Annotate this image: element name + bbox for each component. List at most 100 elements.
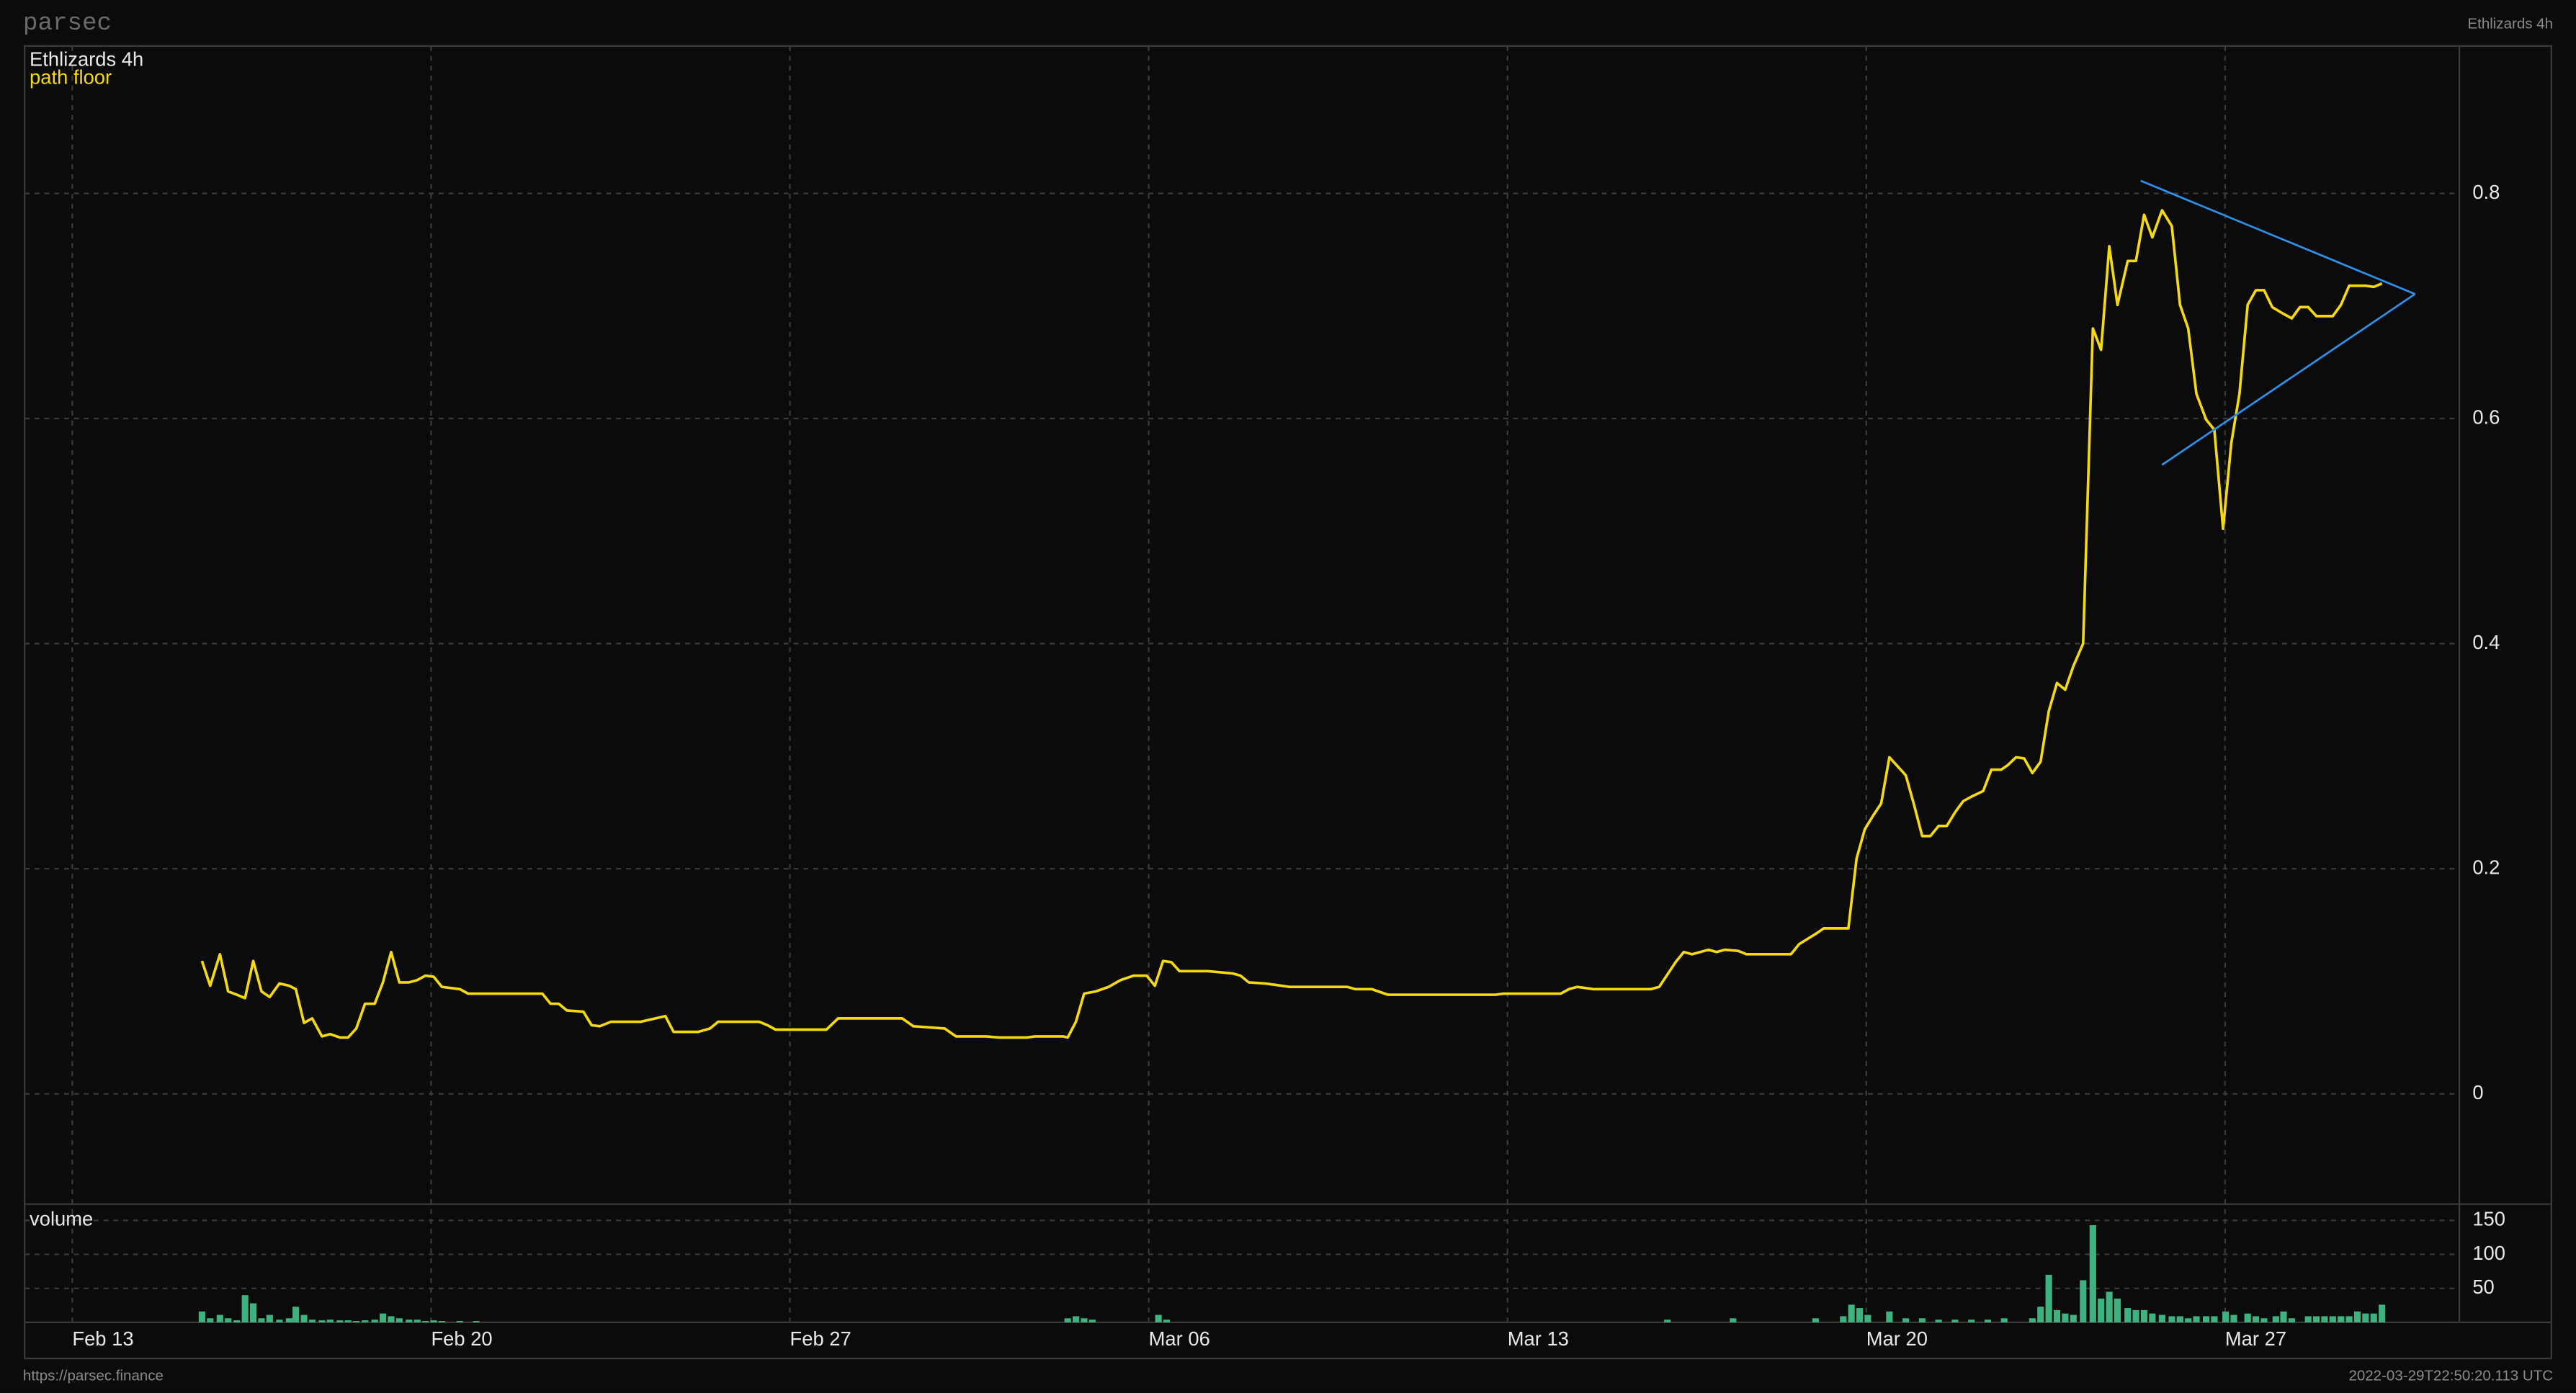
volume-bar [1902,1318,1910,1322]
volume-bar [233,1320,241,1322]
volume-bar [2098,1298,2105,1322]
x-tick-label: Mar 20 [1866,1327,1928,1350]
x-tick-label: Mar 27 [2225,1327,2286,1350]
volume-bar [2379,1304,2386,1322]
trend-line [2140,179,2416,295]
volume-bar [362,1320,369,1322]
volume-bar [2253,1316,2260,1322]
volume-bar [207,1318,214,1322]
volume-bar [438,1321,445,1322]
volume-bar [395,1318,403,1322]
volume-bar [326,1320,334,1322]
volume-bar [336,1320,344,1322]
page-title: Ethlizards 4h [2467,16,2553,32]
volume-bar [2062,1313,2069,1322]
volume-bar [198,1311,205,1322]
volume-bar [2272,1316,2279,1322]
volume-bar [1812,1318,1819,1322]
volume-bar [1968,1320,1975,1322]
y-tick-label: 0.8 [2472,181,2500,203]
volume-bar [2338,1316,2345,1322]
volume-bar [1918,1318,1926,1322]
volume-bar [2312,1316,2320,1322]
x-tick-label: Mar 06 [1149,1327,1210,1350]
volume-bar [2222,1311,2230,1322]
volume-bar [2203,1316,2210,1322]
volume-bar [456,1321,463,1322]
y-tick-label: 0.4 [2472,631,2500,653]
volume-bar [1864,1314,1871,1322]
volume-bar [1984,1320,1992,1322]
volume-bar [2106,1291,2113,1322]
volume-bar [2185,1318,2192,1322]
volume-bar [1856,1308,1864,1322]
volume-bar [2288,1318,2295,1322]
price-line [200,209,2383,1039]
volume-bar [225,1318,232,1322]
volume-bar [318,1320,326,1322]
volume-bar [249,1303,257,1322]
volume-bar [2124,1308,2132,1322]
volume-bar [2089,1224,2096,1322]
volume-bar [2345,1316,2353,1322]
volume-bar [266,1314,273,1322]
volume-bar [2230,1314,2237,1322]
volume-bar [2037,1307,2044,1322]
volume-bar [473,1321,480,1322]
volume-bar [413,1320,421,1322]
volume-bar [2070,1314,2077,1322]
y-tick-label: 150 [2472,1208,2505,1230]
volume-bar [1664,1320,1671,1322]
volume-bar [2370,1313,2377,1322]
volume-bar [1935,1320,1942,1322]
volume-bar [1081,1318,1088,1322]
trend-line [2161,293,2416,466]
volume-bar [344,1320,352,1322]
panel-title: volume [30,1208,93,1230]
volume-bar [2168,1316,2175,1322]
volume-bar [2244,1313,2251,1322]
volume-bar [406,1320,413,1322]
volume-bar [2080,1280,2087,1322]
volume-bar [2211,1316,2218,1322]
y-tick-label: 0.2 [2472,856,2500,878]
volume-bar [2132,1309,2139,1322]
footer-url: https://parsec.finance [23,1368,164,1384]
volume-bar [1730,1318,1737,1322]
volume-bar [2304,1316,2312,1322]
volume-bar [2140,1309,2148,1322]
volume-bar [1163,1320,1171,1322]
volume-bar [308,1320,316,1322]
plot: Feb 13 Feb 20 Feb 27 Mar 06 Mar 13 Mar 20 Mar … [24,45,2505,1350]
x-tick-label: Feb 27 [790,1327,851,1350]
volume-bar [2353,1311,2361,1322]
volume-bar [2029,1318,2036,1322]
volume-bar [241,1295,249,1322]
volume-bar [276,1320,283,1322]
volume-bar [353,1321,360,1322]
volume-bar [2329,1316,2336,1322]
volume-bar [2321,1316,2328,1322]
volume-bar [2362,1313,2369,1322]
volume-bar [2280,1311,2287,1322]
volume-bar [1886,1311,1893,1322]
outer-frame [24,45,2552,1360]
legend-entry: path floor [30,66,112,89]
volume-bar [258,1318,265,1322]
volume-bar [2000,1318,2008,1322]
legend-title: Ethlizards 4h [30,48,143,71]
volume-bar [216,1314,223,1322]
volume-bar [1088,1320,1096,1322]
volume-bar [1155,1314,1162,1322]
volume-bar [300,1314,308,1322]
volume-bar [285,1318,292,1322]
volume-bar [1073,1316,1080,1322]
x-tick-label: Feb 20 [431,1327,492,1350]
y-tick-label: 100 [2472,1242,2505,1264]
volume-bar [2114,1298,2121,1322]
y-tick-label: 0 [2472,1081,2483,1103]
footer-timestamp: 2022-03-29T22:50:20.113 UTC [2348,1368,2553,1384]
brand: parsec [23,10,112,37]
